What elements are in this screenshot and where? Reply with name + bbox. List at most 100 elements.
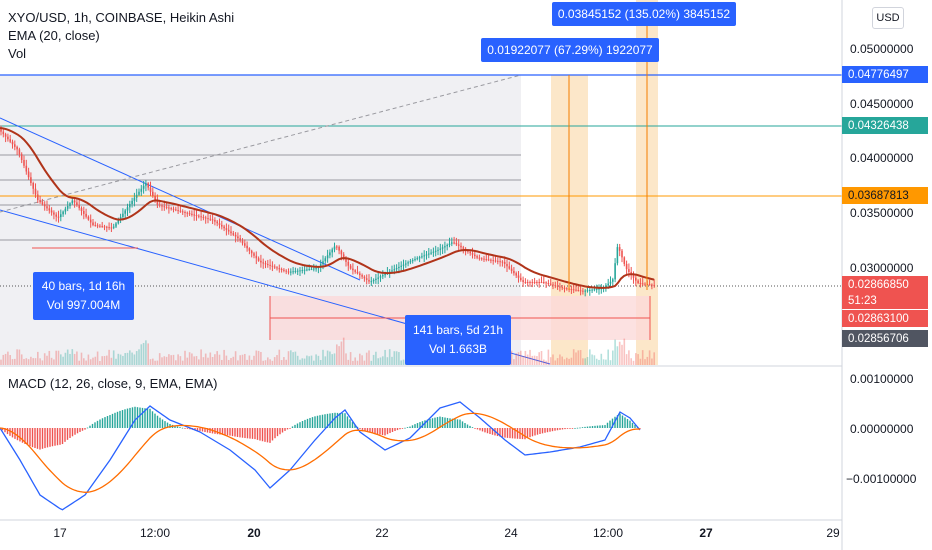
candle-body <box>179 210 182 212</box>
symbol-title[interactable]: XYO/USD, 1h, COINBASE, Heikin Ashi <box>8 10 235 25</box>
macd-histogram-bar <box>19 428 21 442</box>
candle-body <box>271 265 274 267</box>
volume-legend[interactable]: Vol <box>8 46 27 61</box>
candle-body <box>623 257 626 264</box>
price-axis-label: 0.05000000 <box>850 42 914 56</box>
candle-body <box>241 240 244 244</box>
macd-histogram-bar <box>176 426 179 428</box>
volume-bar <box>561 356 563 365</box>
macd-histogram-bar <box>41 428 44 449</box>
candle-body <box>126 207 129 211</box>
candle-body <box>211 219 214 221</box>
macd-histogram-bar <box>101 418 104 428</box>
time-axis-label: 29 <box>826 526 840 540</box>
macd-histogram-bar <box>339 412 341 428</box>
candle-body <box>41 202 44 205</box>
macd-histogram-bar <box>506 428 509 438</box>
volume-bar <box>607 349 609 365</box>
candle-body <box>163 206 166 208</box>
macd-axis-label: 0.00100000 <box>850 372 914 386</box>
volume-bar <box>55 350 57 365</box>
candle-body <box>515 273 517 276</box>
volume-bar <box>269 359 271 365</box>
macd-histogram-bar <box>106 416 109 428</box>
volume-bar <box>46 355 48 365</box>
candle-body <box>319 264 322 268</box>
macd-histogram-bar <box>501 428 504 438</box>
trendline-upper[interactable] <box>0 117 361 281</box>
volume-bar <box>115 358 117 365</box>
volume-bar <box>119 354 122 365</box>
macd-histogram-bar <box>311 417 314 428</box>
volume-bar <box>37 351 39 365</box>
volume-bar <box>388 349 391 365</box>
ema-legend[interactable]: EMA (20, close) <box>8 28 100 43</box>
macd-histogram-bar <box>531 428 534 437</box>
macd-histogram-bar <box>226 428 229 436</box>
volume-bar <box>522 355 524 365</box>
candle-body <box>186 212 189 214</box>
macd-histogram-bar <box>336 412 339 428</box>
volume-bar <box>644 359 646 365</box>
macd-histogram-bar <box>216 428 219 435</box>
macd-histogram-bar <box>621 415 624 428</box>
volume-bar <box>195 356 198 365</box>
macd-histogram-bar <box>39 428 41 450</box>
candle-body <box>7 136 9 140</box>
volume-bar <box>250 359 253 365</box>
macd-legend-text[interactable]: MACD (12, 26, close, 9, EMA, EMA) <box>8 376 218 391</box>
candle-body <box>582 290 584 292</box>
candle-body <box>57 216 60 218</box>
macd-histogram-bar <box>16 428 19 441</box>
candle-body <box>612 279 614 282</box>
volume-bar <box>25 358 28 365</box>
volume-bar <box>2 354 5 365</box>
candle-body <box>301 270 304 272</box>
volume-bar <box>138 349 140 365</box>
candle-body <box>55 214 57 217</box>
time-axis-label: 27 <box>699 526 713 540</box>
macd-histogram-bar <box>391 428 394 432</box>
candle-body <box>175 209 177 211</box>
volume-bar <box>336 344 338 365</box>
candle-body <box>593 289 596 291</box>
price-axis-label: 0.03500000 <box>850 206 914 220</box>
volume-bar <box>648 350 651 365</box>
macd-legend[interactable]: MACD (12, 26, close, 9, EMA, EMA) <box>8 375 218 393</box>
volume-bar <box>303 358 306 365</box>
volume-bar <box>53 359 55 365</box>
candle-body <box>106 226 108 228</box>
candle-body <box>11 141 14 145</box>
candle-body <box>39 200 41 203</box>
currency-button[interactable]: USD <box>872 7 904 29</box>
volume-bar <box>319 359 322 365</box>
volume-bar <box>257 350 260 365</box>
volume-bar <box>317 355 320 365</box>
volume-bar <box>296 355 299 365</box>
volume-bar <box>361 355 363 365</box>
candle-body <box>476 256 478 258</box>
volume-bar <box>310 355 313 365</box>
candle-body <box>543 282 545 283</box>
volume-bar <box>32 358 34 365</box>
volume-bar <box>221 359 223 365</box>
macd-histogram-bar <box>59 428 61 445</box>
candle-body <box>432 251 435 253</box>
macd-histogram-bar <box>251 428 254 439</box>
candle-body <box>214 219 216 222</box>
candle-body <box>280 269 283 270</box>
volume-bar <box>370 360 373 365</box>
trendline-dashed[interactable] <box>0 74 522 213</box>
macd-histogram-bar <box>631 422 634 428</box>
macd-histogram-bar <box>69 428 71 438</box>
macd-histogram-bar <box>76 428 79 434</box>
horizontal-levels <box>0 74 842 287</box>
macd-histogram-bar <box>474 428 476 429</box>
macd-histogram-bar <box>54 428 56 446</box>
macd-histogram-bar <box>556 428 559 431</box>
macd-histogram-bar <box>541 428 544 434</box>
macd-histogram-bar <box>416 423 419 428</box>
volume-bar <box>237 360 239 365</box>
macd-histogram-bar <box>564 428 566 430</box>
